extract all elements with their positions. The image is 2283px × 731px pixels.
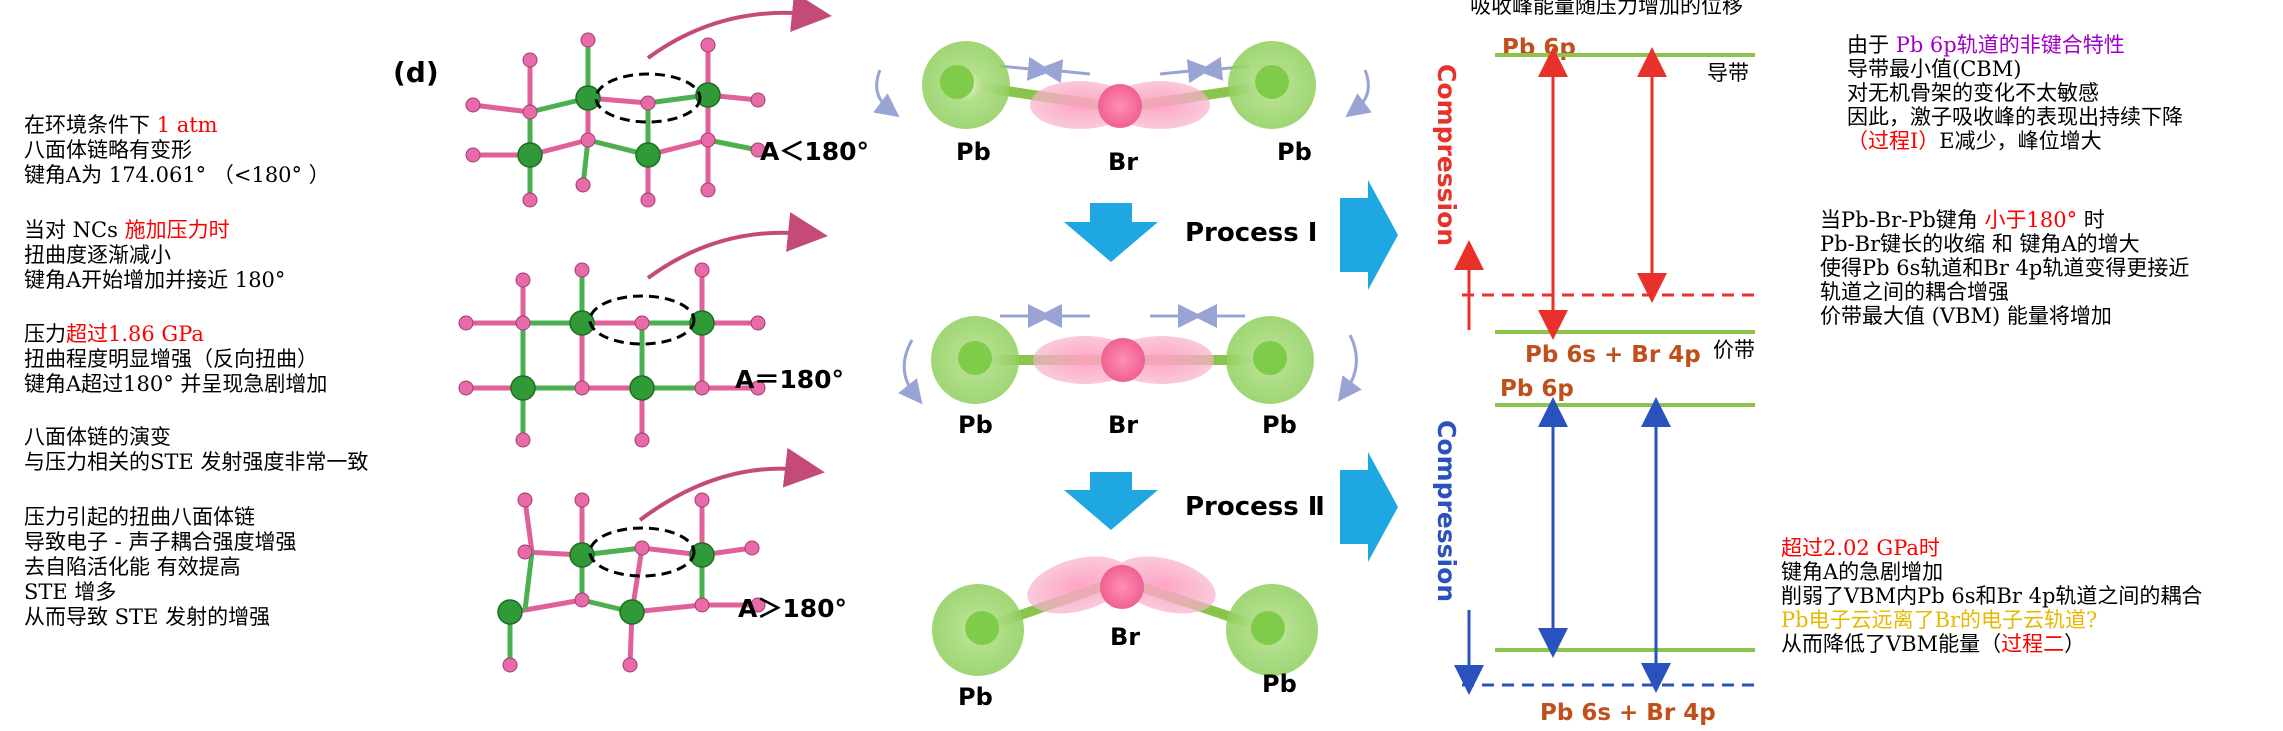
note-chain-evolution: 八面体链的演变 与压力相关的STE 发射强度非常一致: [24, 425, 369, 474]
bond-schematic-2: [898, 304, 1362, 405]
energy-diagram-lower: Pb 6p Pb 6s + Br 4p Compression: [1432, 376, 1760, 726]
bond-schematic-3: [932, 556, 1318, 676]
atom-pb-2a: Pb: [958, 411, 993, 439]
process-1-label: Process Ⅰ: [1185, 218, 1317, 248]
note-over-2-02gpa: 超过2.02 GPa时 键角A的急剧增加 削弱了VBM内Pb 6s和Br 4p轨…: [1781, 536, 2203, 656]
chain-structure-3: [497, 447, 825, 673]
note-ambient: 在环境条件下 1 atm 八面体链略有变形 键角A为 174.061° （<18…: [24, 113, 330, 187]
note-pressure-applied: 当对 NCs 施加压力时 扭曲度逐渐减小 键角A开始增加并接近 180°: [24, 218, 286, 292]
atom-pb-1b: Pb: [1277, 138, 1312, 166]
angle-label-eq180: A＝180°: [735, 365, 844, 394]
chain-structure-2: [458, 212, 828, 448]
process-arrow-2: [1064, 452, 1398, 562]
bond-schematic-1: [873, 41, 1372, 129]
atom-pb-3a: Pb: [958, 683, 993, 711]
note-vbm: 当Pb-Br-Pb键角 小于180° 时 Pb-Br键长的收缩 和 键角A的增大…: [1820, 208, 2190, 328]
vb-label-upper: Pb 6s + Br 4p: [1525, 342, 1701, 368]
atom-br-3: Br: [1110, 623, 1140, 651]
chain-structure-1: [465, 0, 832, 208]
process-2-label: Process Ⅱ: [1185, 492, 1325, 522]
panel-label: (d): [393, 56, 439, 89]
vb-label-lower: Pb 6s + Br 4p: [1540, 700, 1716, 726]
angle-label-gt180: A＞180°: [738, 594, 847, 623]
compression-label-upper: Compression: [1432, 64, 1461, 246]
atom-br-2: Br: [1108, 411, 1138, 439]
energy-top-caption: 吸收峰能量随压力增加的位移: [1470, 0, 1743, 18]
atom-pb-2b: Pb: [1262, 411, 1297, 439]
note-ste-enhancement: 压力引起的扭曲八面体链 导致电子 - 声子耦合强度增强 去自陷活化能 有效提高 …: [24, 505, 297, 629]
atom-pb-3b: Pb: [1262, 670, 1297, 698]
note-cbm: 由于 Pb 6p轨道的非键合特性 导带最小值(CBM) 对无机骨架的变化不太敏感…: [1847, 33, 2183, 153]
process-arrow-1: [1064, 180, 1398, 290]
note-over-1-86gpa: 压力超过1.86 GPa 扭曲程度明显增强（反向扭曲） 键角A超过180° 并呈…: [24, 322, 328, 396]
vb-caption: 价带: [1713, 338, 1755, 362]
atom-br-1: Br: [1108, 148, 1138, 176]
energy-diagram-upper: Pb 6p Pb 6s + Br 4p 导带 价带 Compression: [1432, 35, 1760, 368]
cb-label-upper: Pb 6p: [1502, 35, 1576, 61]
compression-label-lower: Compression: [1432, 420, 1461, 602]
cb-label-lower: Pb 6p: [1500, 376, 1574, 402]
atom-pb-1a: Pb: [956, 138, 991, 166]
cb-caption: 导带: [1707, 61, 1749, 85]
angle-label-lt180: A＜180°: [760, 137, 869, 166]
